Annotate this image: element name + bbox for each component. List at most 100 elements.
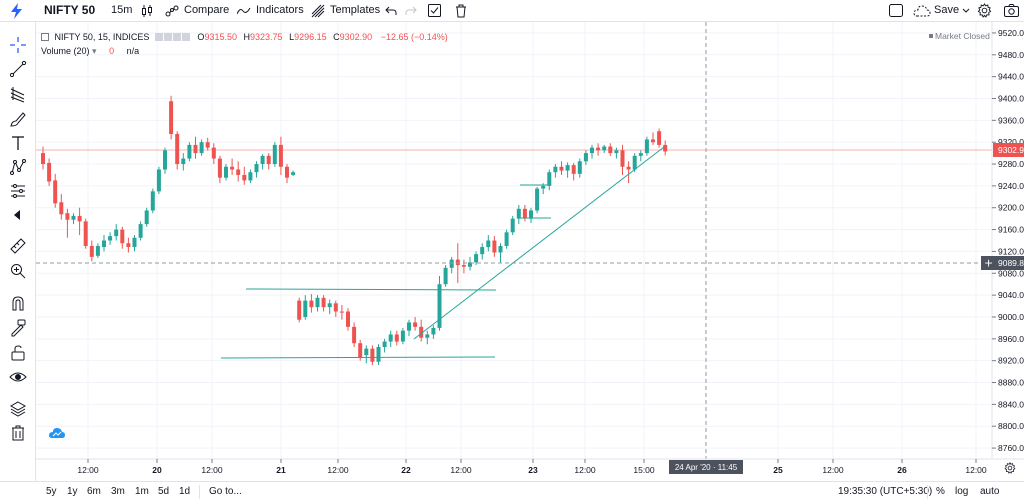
low-value: 9296.15 bbox=[294, 32, 327, 42]
pattern-icon[interactable] bbox=[9, 158, 27, 176]
pitchfork-icon[interactable] bbox=[9, 85, 27, 103]
save-button[interactable]: Save bbox=[934, 4, 960, 16]
log-toggle[interactable]: log bbox=[955, 486, 969, 497]
range-5d[interactable]: 5d bbox=[158, 486, 170, 497]
crosshair-icon[interactable] bbox=[9, 36, 27, 54]
compare-button[interactable]: Compare bbox=[184, 4, 230, 16]
time-tick-label: 12:00 bbox=[965, 465, 987, 475]
candle-body bbox=[461, 265, 466, 267]
symbol-search-button[interactable]: NIFTY 50 bbox=[44, 3, 96, 17]
range-3m[interactable]: 3m bbox=[111, 486, 125, 497]
candle bbox=[108, 232, 113, 245]
price-tick-label: 9520.00 bbox=[998, 28, 1024, 38]
candle bbox=[211, 143, 216, 165]
layers-icon[interactable] bbox=[9, 400, 27, 418]
checkbox-icon[interactable] bbox=[428, 4, 441, 17]
candle bbox=[553, 164, 558, 178]
text-tool-icon[interactable] bbox=[9, 134, 27, 152]
legend-close-icon[interactable] bbox=[172, 33, 181, 41]
candle bbox=[193, 136, 198, 159]
candle bbox=[346, 308, 350, 331]
price-tick-label: 8960.00 bbox=[998, 334, 1024, 344]
candle-body bbox=[480, 247, 485, 255]
range-6m[interactable]: 6m bbox=[87, 486, 101, 497]
trend-line-icon[interactable] bbox=[9, 60, 27, 78]
indicators-button[interactable]: Indicators bbox=[256, 4, 304, 16]
back-arrow-icon[interactable] bbox=[9, 206, 27, 224]
tv-cloud-logo-icon bbox=[49, 428, 65, 438]
price-tick-label: 9120.00 bbox=[998, 246, 1024, 256]
range-5y[interactable]: 5y bbox=[46, 486, 57, 497]
candle bbox=[352, 322, 357, 348]
candle bbox=[510, 215, 515, 236]
redo-icon[interactable] bbox=[405, 5, 417, 17]
range-1y[interactable]: 1y bbox=[67, 486, 78, 497]
candle-body bbox=[138, 224, 143, 238]
templates-button[interactable]: Templates bbox=[330, 4, 381, 16]
candle-body bbox=[181, 158, 186, 165]
auto-toggle[interactable]: auto bbox=[980, 486, 1000, 497]
price-tick-label: 8840.00 bbox=[998, 399, 1024, 409]
volume-na: n/a bbox=[126, 46, 140, 56]
magnet-icon[interactable] bbox=[9, 294, 27, 312]
drawings[interactable] bbox=[220, 146, 665, 359]
interval-button[interactable]: 15m bbox=[111, 4, 133, 16]
low-label: L bbox=[289, 32, 295, 42]
candle bbox=[480, 243, 485, 260]
eye-icon[interactable] bbox=[9, 368, 27, 386]
legend-settings-icon[interactable] bbox=[163, 33, 172, 41]
candle-body bbox=[638, 153, 643, 156]
unlock-icon[interactable] bbox=[9, 344, 27, 362]
range-1d[interactable]: 1d bbox=[179, 486, 191, 497]
settings-gear-icon[interactable] bbox=[977, 3, 992, 18]
trash-icon[interactable] bbox=[455, 4, 467, 18]
range-1m[interactable]: 1m bbox=[135, 486, 149, 497]
candle bbox=[59, 194, 64, 220]
goto-button[interactable]: Go to... bbox=[209, 486, 242, 497]
candle-body bbox=[516, 208, 521, 219]
price-tick-label: 8760.00 bbox=[998, 443, 1024, 453]
candle-body bbox=[163, 150, 167, 170]
legend-eye-icon[interactable] bbox=[154, 33, 163, 41]
ruler-icon[interactable] bbox=[9, 237, 27, 255]
zoom-in-icon[interactable] bbox=[9, 262, 27, 280]
candle-body bbox=[144, 210, 149, 225]
support-line[interactable] bbox=[220, 356, 496, 359]
legend-more-icon[interactable] bbox=[181, 33, 190, 41]
candle-body bbox=[254, 164, 259, 173]
fullscreen-box-icon[interactable] bbox=[889, 4, 903, 17]
chart-type-icon[interactable] bbox=[41, 33, 49, 41]
candle bbox=[120, 226, 125, 249]
candle-body bbox=[651, 139, 655, 143]
close-label: C bbox=[333, 32, 340, 42]
trash-drawings-icon[interactable] bbox=[9, 424, 27, 442]
trend-line[interactable] bbox=[413, 146, 665, 340]
candle bbox=[565, 162, 570, 178]
candle-body bbox=[364, 348, 369, 356]
candle bbox=[626, 161, 631, 184]
candle bbox=[400, 327, 405, 345]
price-axis[interactable]: 9520.00 9480.00 9440.00 9400.00 9360.00 9320.… bbox=[992, 28, 1024, 453]
candle-body bbox=[510, 218, 515, 233]
clock-timezone[interactable]: 19:35:30 (UTC+5:30) bbox=[838, 486, 933, 497]
time-axis[interactable]: 12:00 20 12:00 21 12:00 22 12:00 23 12:00 15:00 25… bbox=[77, 459, 987, 475]
axis-settings-gear-icon[interactable] bbox=[1004, 462, 1016, 474]
candle bbox=[431, 325, 436, 339]
camera-icon[interactable] bbox=[1004, 4, 1019, 17]
resistance-line[interactable] bbox=[245, 288, 497, 291]
candles-icon[interactable] bbox=[140, 4, 154, 18]
prediction-tools-icon[interactable] bbox=[9, 182, 27, 200]
top-toolbar: NIFTY 50 15m Compare Indicators Template… bbox=[0, 0, 1024, 22]
plus-icon[interactable]: + bbox=[984, 257, 993, 270]
candle bbox=[437, 276, 442, 331]
undo-icon[interactable] bbox=[385, 5, 397, 17]
chevron-down-icon[interactable] bbox=[962, 8, 970, 14]
candle-body bbox=[657, 131, 662, 145]
volume-chevron-icon[interactable]: ▾ bbox=[92, 46, 97, 56]
tradingview-logo-icon[interactable] bbox=[10, 3, 24, 19]
percent-toggle[interactable]: % bbox=[936, 486, 945, 497]
brush-icon[interactable] bbox=[9, 110, 27, 128]
lock-pencil-icon[interactable] bbox=[9, 319, 27, 337]
chart-area[interactable]: 9520.00 9480.00 9440.00 9400.00 9360.00 9320.… bbox=[36, 22, 1024, 481]
candle-body bbox=[248, 172, 253, 181]
